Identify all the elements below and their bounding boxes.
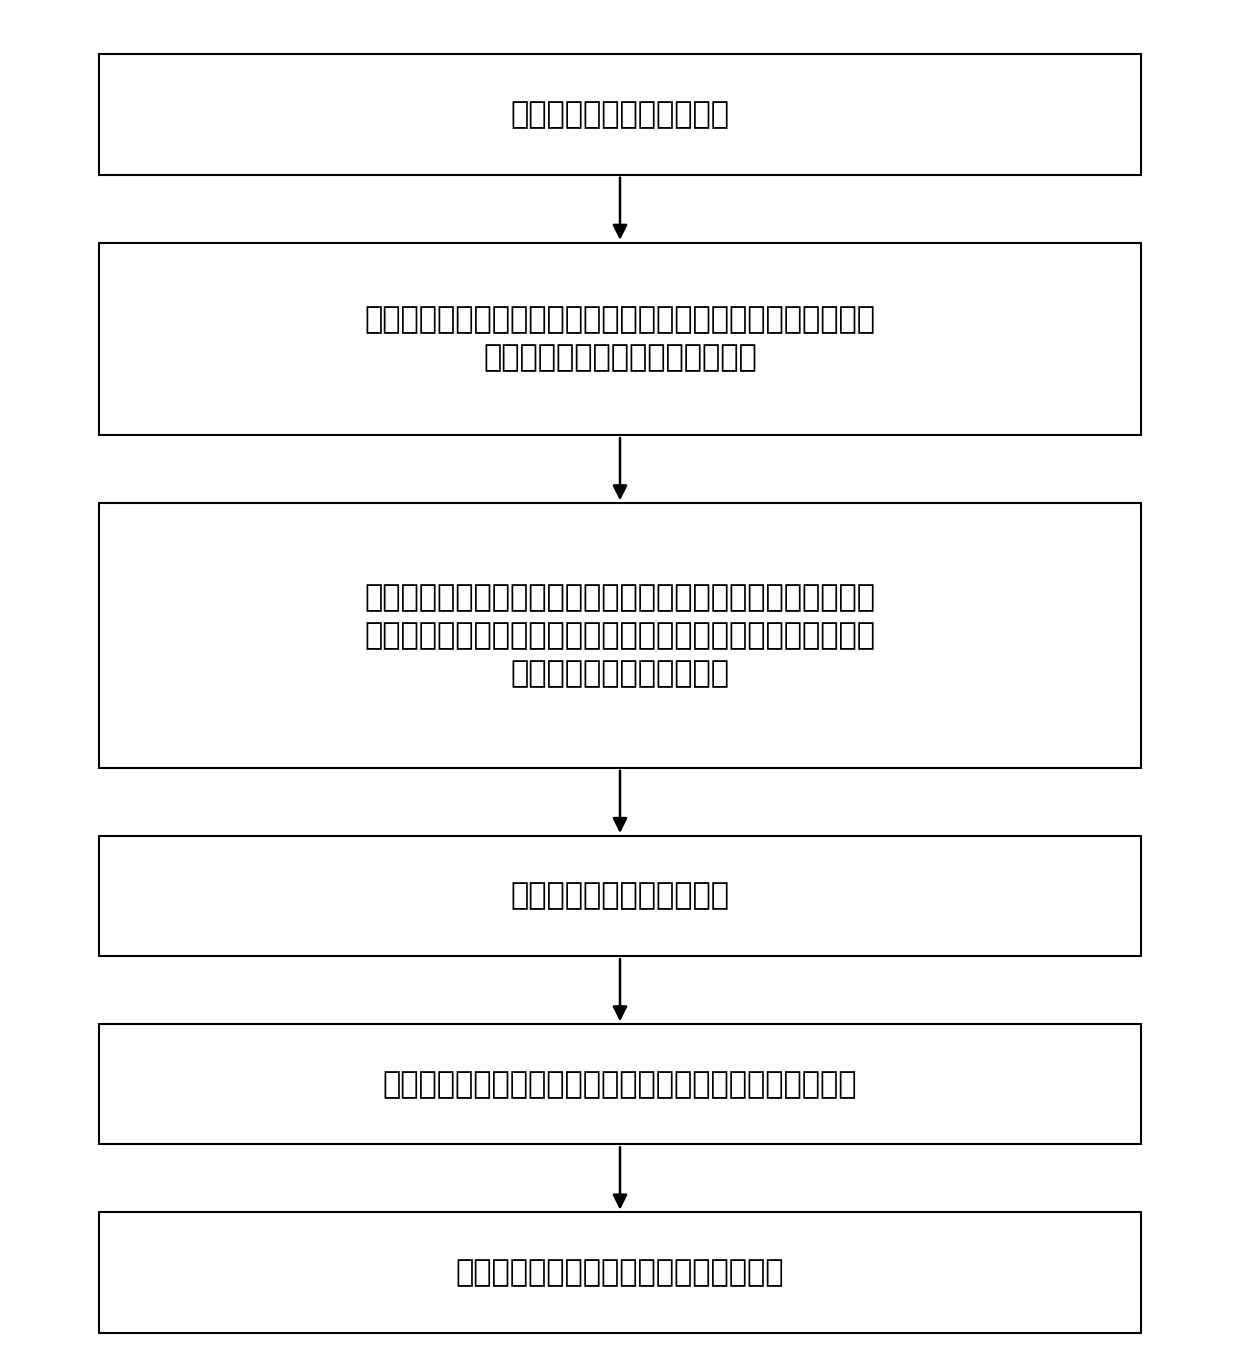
Bar [99, 1024, 1141, 1145]
Text: 基站和用户双方进行博弈，最终达到均衡: 基站和用户双方进行博弈，最终达到均衡 [456, 1258, 784, 1287]
Bar [99, 503, 1141, 768]
Bar [99, 836, 1141, 956]
Text: ，得到买方的效用优化模型: ，得到买方的效用优化模型 [511, 660, 729, 688]
Bar [99, 54, 1141, 174]
Text: 构建卖方的效用最优化模型: 构建卖方的效用最优化模型 [511, 881, 729, 911]
Bar [99, 242, 1141, 435]
Bar [99, 1213, 1141, 1333]
Text: 小区内的用户为买方，基站为卖方: 小区内的用户为买方，基站为卖方 [484, 344, 756, 373]
Text: 最大功率约束、用户间公平性约束以及用户服务质量约束为条件: 最大功率约束、用户间公平性约束以及用户服务质量约束为条件 [365, 622, 875, 650]
Text: 构建系统吞吐量最大化模型: 构建系统吞吐量最大化模型 [511, 101, 729, 129]
Text: 基于拉格朗日乘子法求解出买方（各用户）的最优购买策略: 基于拉格朗日乘子法求解出买方（各用户）的最优购买策略 [383, 1070, 857, 1099]
Text: 以最大化系统吞吐量为目标，以满足每个用户的功率限制、系统: 以最大化系统吞吐量为目标，以满足每个用户的功率限制、系统 [365, 583, 875, 612]
Text: 根据用户和基站之间的关系，建立斯坦克尔伯格博弈模型，定义: 根据用户和基站之间的关系，建立斯坦克尔伯格博弈模型，定义 [365, 306, 875, 335]
